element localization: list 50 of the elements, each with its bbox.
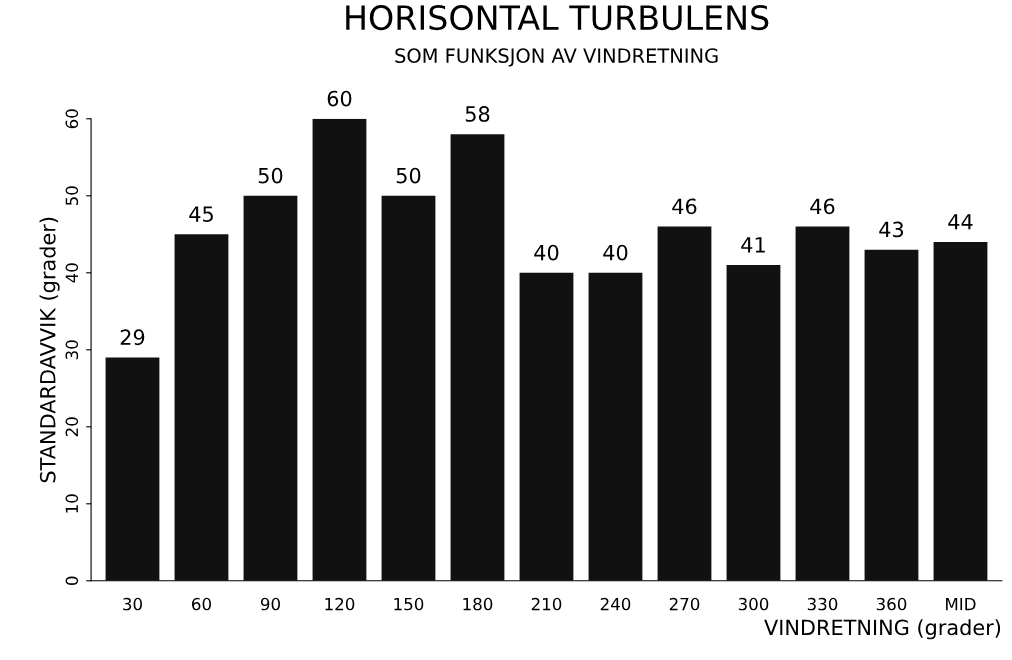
data-label: 44	[948, 214, 973, 230]
data-label: 46	[672, 198, 697, 215]
bar	[243, 195, 298, 581]
y-tick-label: 40	[65, 263, 79, 283]
x-tick-label: 120	[325, 597, 355, 611]
chart-title: HORISONTAL TURBULENS	[346, 4, 769, 31]
data-label: 60	[327, 90, 352, 107]
data-label: 45	[189, 206, 213, 222]
bar	[174, 234, 229, 581]
y-tick-label: 20	[65, 417, 79, 437]
bar	[657, 226, 712, 581]
x-tick-label: 180	[463, 597, 493, 611]
x-axis-title: VINDRETNING (grader)	[764, 619, 1001, 640]
x-tick-label: 240	[600, 597, 631, 611]
x-tick-label: 60	[192, 597, 211, 611]
y-tick-label: 60	[65, 109, 79, 129]
bar	[381, 195, 436, 581]
chart-subtitle: SOM FUNKSJON AV VINDRETNING	[395, 48, 718, 67]
x-tick-label: 330	[807, 597, 838, 611]
bar	[933, 242, 988, 581]
y-tick-label: 0	[65, 576, 79, 585]
bar	[864, 249, 919, 581]
data-label: 40	[534, 244, 559, 261]
x-tick-label: MID	[946, 597, 976, 611]
data-label: 46	[810, 198, 835, 215]
bar	[312, 118, 367, 581]
data-label: 40	[603, 244, 628, 261]
data-label: 41	[741, 237, 765, 253]
bar	[795, 226, 850, 581]
x-tick-label: 300	[738, 597, 769, 611]
x-tick-label: 210	[531, 597, 562, 611]
y-axis-title: STANDARDAVVIK (grader)	[39, 217, 60, 483]
bar	[105, 357, 160, 581]
x-tick-label: 360	[876, 597, 907, 611]
x-tick-label: 270	[669, 597, 700, 611]
data-label: 58	[465, 106, 490, 122]
y-tick-label: 50	[65, 186, 79, 206]
data-label: 50	[396, 167, 421, 184]
bar	[450, 134, 505, 581]
bar	[519, 272, 574, 581]
bar	[588, 272, 643, 581]
y-tick-label: 10	[65, 494, 79, 513]
y-tick-label: 30	[65, 340, 79, 360]
x-tick-label: 90	[260, 597, 280, 611]
data-label: 29	[120, 329, 145, 346]
data-label: 43	[879, 221, 904, 238]
x-tick-label: 30	[123, 597, 142, 611]
x-tick-label: 150	[394, 597, 424, 611]
bar	[726, 265, 781, 581]
data-label: 50	[258, 167, 283, 184]
